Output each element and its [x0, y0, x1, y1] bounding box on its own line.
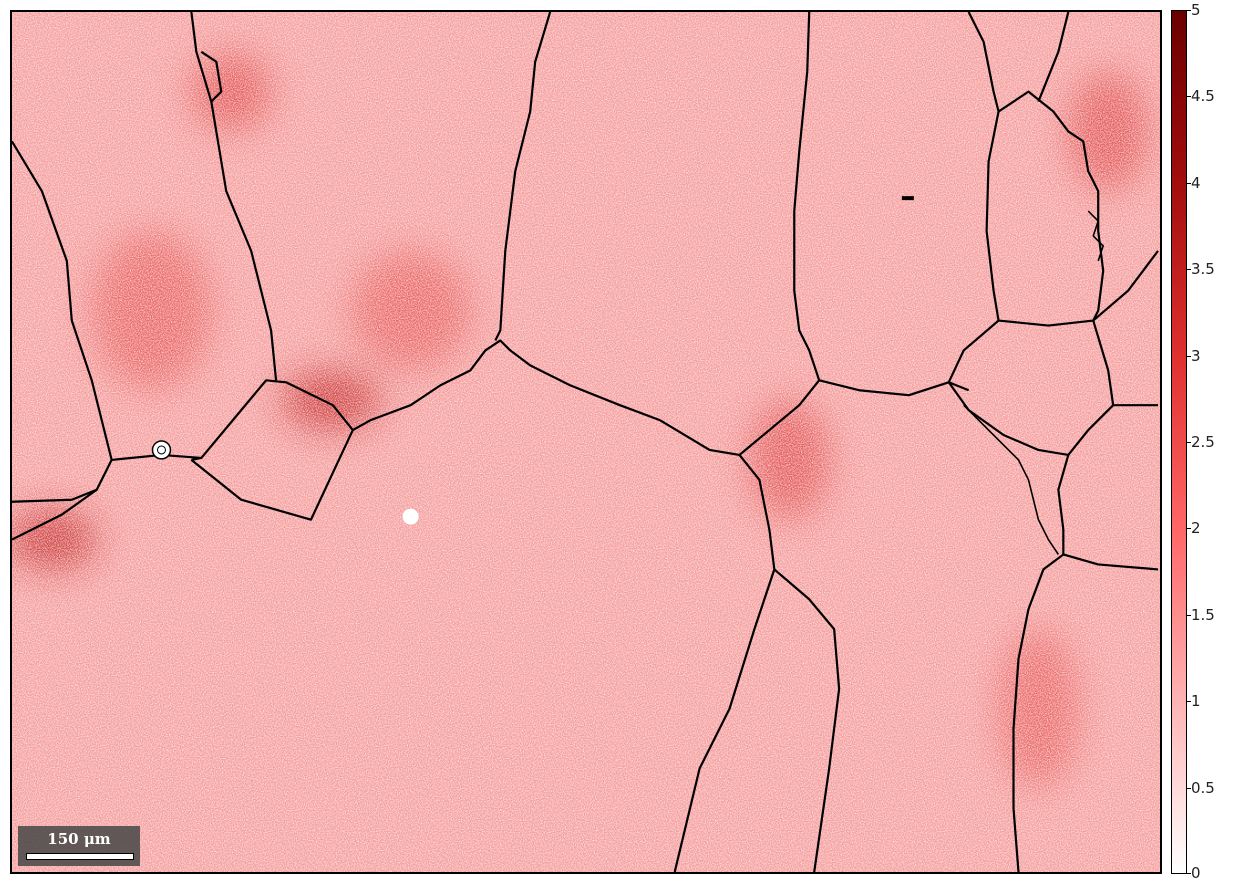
colorbar-tick-label: 4	[1191, 173, 1201, 192]
grain-boundaries	[12, 12, 1159, 872]
colorbar-tick-label: 1.5	[1191, 605, 1215, 624]
colorbar-tick-label: 5	[1191, 1, 1201, 19]
misorientation-map	[10, 10, 1162, 874]
colorbar-tick-mark	[1187, 701, 1191, 703]
colorbar-tick-mark	[1187, 614, 1191, 616]
dark-particle	[901, 196, 914, 201]
colorbar-tick-label: 3.5	[1191, 260, 1215, 279]
colorbar-tick-mark	[1187, 182, 1191, 184]
colorbar-ticks: 0 0.5 1 1.5 2 2.5 3 3.5 4 4.5 5	[1187, 1, 1237, 882]
colorbar-tick-mark	[1187, 873, 1191, 874]
colorbar-tick-mark	[1187, 787, 1191, 789]
colorbar-tick-label: 0.5	[1191, 778, 1215, 797]
colorbar-tick-mark	[1187, 528, 1191, 530]
inclusion-marker	[151, 440, 172, 460]
colorbar-tick-mark	[1187, 10, 1191, 11]
colorbar-tick-mark	[1187, 355, 1191, 357]
scale-bar-label: 150 μm	[47, 830, 111, 848]
colorbar	[1171, 10, 1187, 874]
colorbar-tick-label: 3	[1191, 346, 1201, 365]
colorbar-tick-mark	[1187, 269, 1191, 271]
colorbar-tick-mark	[1187, 96, 1191, 98]
void-spot	[402, 508, 419, 525]
scale-bar: 150 μm	[18, 826, 140, 866]
scale-bar-line	[26, 853, 134, 860]
colorbar-tick-label: 0	[1191, 864, 1201, 882]
colorbar-tick-label: 2	[1191, 519, 1201, 538]
colorbar-tick-mark	[1187, 442, 1191, 443]
colorbar-tick-label: 2.5	[1191, 433, 1215, 451]
speckle-dark	[12, 12, 1160, 872]
colorbar-tick-label: 1	[1191, 692, 1201, 711]
grain-boundary-map	[12, 12, 1160, 872]
colorbar-tick-label: 4.5	[1191, 87, 1215, 106]
